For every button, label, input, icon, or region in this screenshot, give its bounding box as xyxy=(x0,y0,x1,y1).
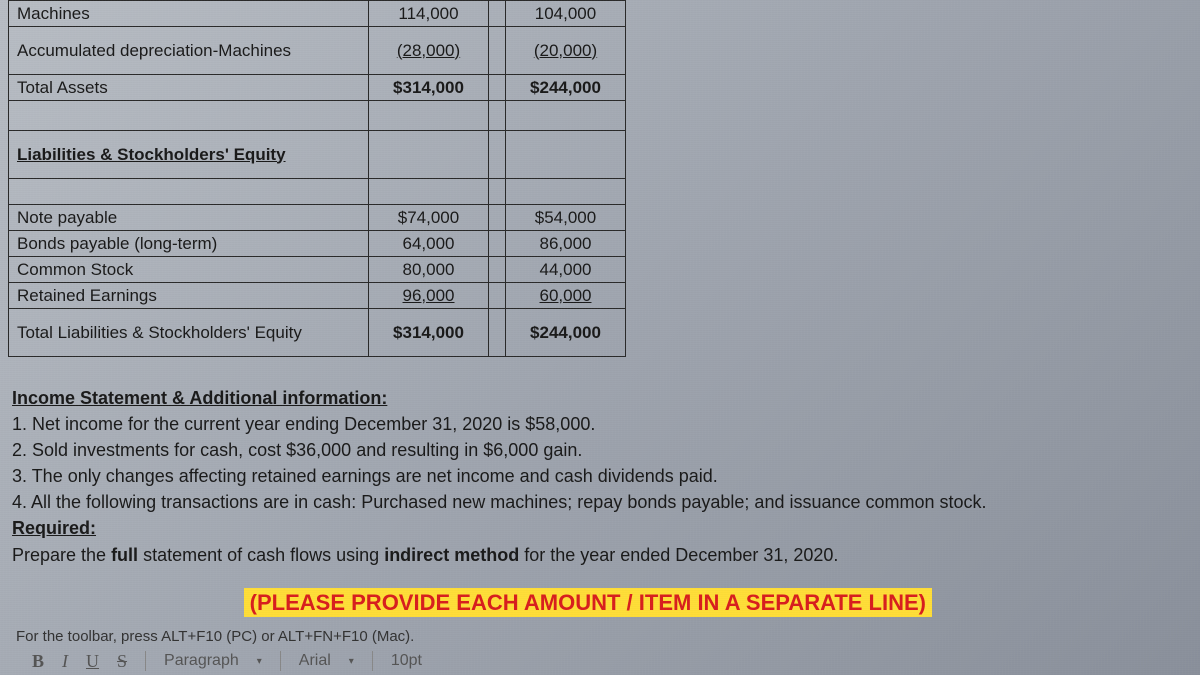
table-cell-label: Common Stock xyxy=(9,257,369,283)
spacer-cell xyxy=(489,179,506,205)
table-row: Bonds payable (long-term)64,000 86,000 xyxy=(9,231,626,257)
required-label: Required: xyxy=(12,515,1192,541)
table-row: Note payable$74,000 $54,000 xyxy=(9,205,626,231)
table-cell-label: Liabilities & Stockholders' Equity xyxy=(9,131,369,179)
empty-cell xyxy=(369,179,489,205)
table-row: Retained Earnings96,000 60,000 xyxy=(9,283,626,309)
spacer-cell xyxy=(489,27,506,75)
empty-cell xyxy=(9,101,369,131)
italic-button[interactable]: I xyxy=(62,651,68,672)
info-title: Income Statement & Additional informatio… xyxy=(12,385,1192,411)
spacer-cell xyxy=(489,205,506,231)
table-cell-value: $314,000 xyxy=(369,309,489,357)
table-spacer-row xyxy=(9,179,626,205)
toolbar-hint: For the toolbar, press ALT+F10 (PC) or A… xyxy=(8,622,1192,645)
table-row: Accumulated depreciation-Machines(28,000… xyxy=(9,27,626,75)
table-cell-value: 86,000 xyxy=(506,231,626,257)
required-text-part: Prepare the xyxy=(12,545,111,565)
font-size-select[interactable]: 10pt xyxy=(391,652,422,670)
spacer-cell xyxy=(489,101,506,131)
font-family-select[interactable]: Arial xyxy=(299,652,331,670)
table-cell-value: 64,000 xyxy=(369,231,489,257)
table-cell-value: 114,000 xyxy=(369,1,489,27)
chevron-down-icon: ▾ xyxy=(349,656,354,667)
table-cell-value: $244,000 xyxy=(506,309,626,357)
table-cell-label: Total Assets xyxy=(9,75,369,101)
empty-cell xyxy=(369,101,489,131)
toolbar-divider xyxy=(145,651,146,671)
table-cell-value: 60,000 xyxy=(506,283,626,309)
spacer-cell xyxy=(489,131,506,179)
required-text-bold: indirect method xyxy=(384,545,519,565)
bold-button[interactable]: B xyxy=(32,651,44,672)
table-cell-value: 104,000 xyxy=(506,1,626,27)
table-row: Common Stock80,000 44,000 xyxy=(9,257,626,283)
table-cell-value xyxy=(506,131,626,179)
required-text: Prepare the full statement of cash flows… xyxy=(12,542,1192,568)
table-cell-value: $244,000 xyxy=(506,75,626,101)
table-spacer-row xyxy=(9,101,626,131)
table-cell-value: (20,000) xyxy=(506,27,626,75)
editor-toolbar: B I U S Paragraph ▾ Arial ▾ 10pt xyxy=(8,651,1192,672)
table-cell-value: 44,000 xyxy=(506,257,626,283)
toolbar-divider xyxy=(372,651,373,671)
balance-sheet-table: Machines114,000104,000Accumulated deprec… xyxy=(8,0,626,357)
spacer-cell xyxy=(489,75,506,101)
required-text-part: statement of cash flows using xyxy=(138,545,384,565)
table-cell-value xyxy=(369,131,489,179)
spacer-cell xyxy=(489,1,506,27)
paragraph-style-select[interactable]: Paragraph xyxy=(164,652,239,670)
spacer-cell xyxy=(489,257,506,283)
highlight-text: (PLEASE PROVIDE EACH AMOUNT / ITEM IN A … xyxy=(244,588,932,617)
table-section-header: Liabilities & Stockholders' Equity xyxy=(9,131,626,179)
table-cell-value: $74,000 xyxy=(369,205,489,231)
table-cell-label: Bonds payable (long-term) xyxy=(9,231,369,257)
info-line: 4. All the following transactions are in… xyxy=(12,489,1192,515)
info-line: 1. Net income for the current year endin… xyxy=(12,411,1192,437)
table-cell-label: Accumulated depreciation-Machines xyxy=(9,27,369,75)
page-content: Machines114,000104,000Accumulated deprec… xyxy=(0,0,1200,672)
table-cell-label: Total Liabilities & Stockholders' Equity xyxy=(9,309,369,357)
required-text-part: for the year ended December 31, 2020. xyxy=(519,545,838,565)
empty-cell xyxy=(506,101,626,131)
table-cell-value: $54,000 xyxy=(506,205,626,231)
chevron-down-icon: ▾ xyxy=(257,656,262,667)
income-statement-info: Income Statement & Additional informatio… xyxy=(8,385,1192,568)
info-line: 3. The only changes affecting retained e… xyxy=(12,463,1192,489)
table-cell-label: Machines xyxy=(9,1,369,27)
spacer-cell xyxy=(489,283,506,309)
info-line: 2. Sold investments for cash, cost $36,0… xyxy=(12,437,1192,463)
table-cell-value: 80,000 xyxy=(369,257,489,283)
toolbar-divider xyxy=(280,651,281,671)
table-row: Machines114,000 104,000 xyxy=(9,1,626,27)
spacer-cell xyxy=(489,231,506,257)
table-cell-label: Retained Earnings xyxy=(9,283,369,309)
empty-cell xyxy=(506,179,626,205)
required-text-bold: full xyxy=(111,545,138,565)
table-cell-value: (28,000) xyxy=(369,27,489,75)
table-cell-value: 96,000 xyxy=(369,283,489,309)
table-cell-label: Note payable xyxy=(9,205,369,231)
underline-button[interactable]: U xyxy=(86,651,99,672)
table-cell-value: $314,000 xyxy=(369,75,489,101)
table-row: Total Liabilities & Stockholders' Equity… xyxy=(9,309,626,357)
strike-button[interactable]: S xyxy=(117,651,127,672)
table-row: Total Assets$314,000 $244,000 xyxy=(9,75,626,101)
highlight-banner: (PLEASE PROVIDE EACH AMOUNT / ITEM IN A … xyxy=(244,590,932,616)
empty-cell xyxy=(9,179,369,205)
spacer-cell xyxy=(489,309,506,357)
